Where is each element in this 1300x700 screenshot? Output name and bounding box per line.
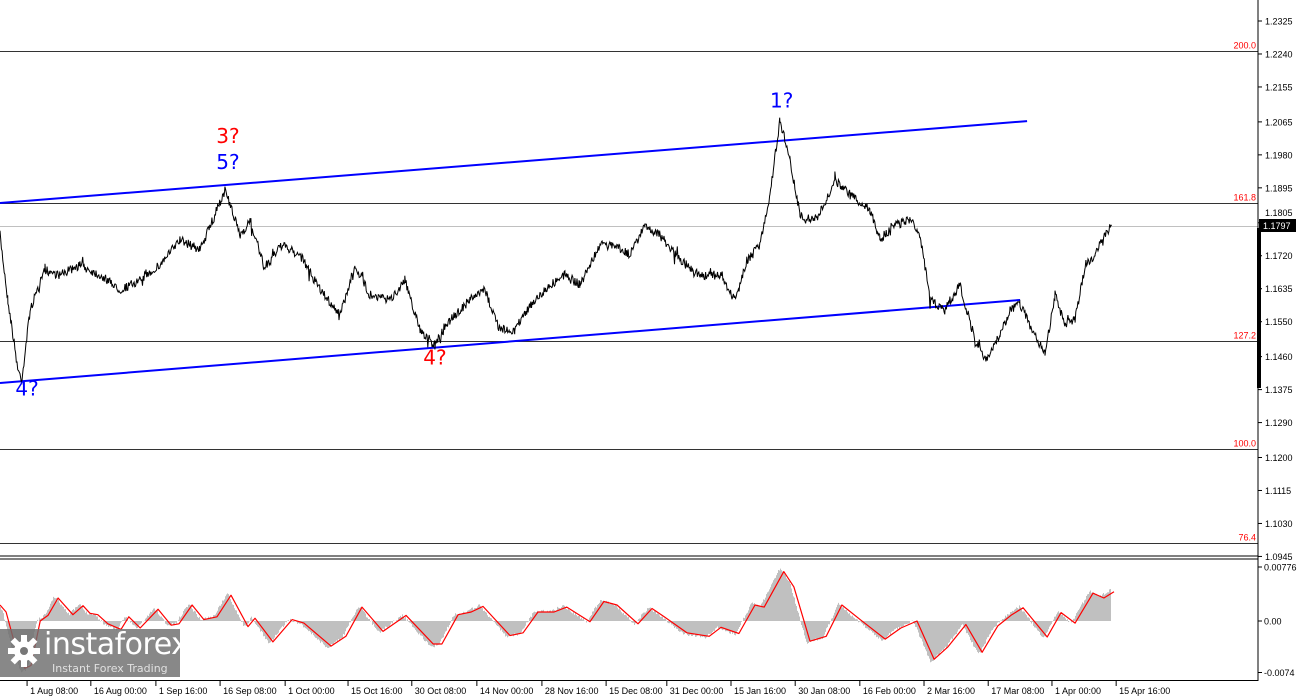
x-tick-label: 30 Oct 08:00 [415,686,467,696]
watermark-brand: instaforex [44,629,180,662]
y-tick-label: 1.1980 [1265,150,1293,160]
osc-tick-label: 0.00 [1264,617,1282,627]
y-tick-label: 1.2155 [1265,82,1293,92]
wave-label: 3? [216,124,239,148]
x-tick-label: 15 Dec 08:00 [609,686,663,696]
price-series [0,117,1112,385]
fib-level-label: 161.8 [1233,193,1256,203]
watermark-tagline: Instant Forex Trading [52,662,168,675]
y-tick-label: 1.1460 [1265,352,1293,362]
osc-tick-label: 0.00776 [1264,562,1297,572]
x-tick-label: 15 Oct 16:00 [351,686,403,696]
fib-level-label: 200.0 [1233,41,1256,51]
y-tick-label: 1.1635 [1265,284,1293,294]
y-tick-label: 1.1290 [1265,418,1293,428]
x-tick-label: 16 Sep 08:00 [223,686,277,696]
wave-label: 4? [15,376,38,400]
x-tick-label: 14 Nov 00:00 [480,686,534,696]
axis-ticks: 1.2325 1.2240 1.2155 1.2065 1.1980 1.1895 1.18… [26,17,1297,696]
x-tick-label: 28 Nov 16:00 [545,686,599,696]
fib-levels: 200.0 161.8 127.2 100.0 76.4 [0,41,1258,544]
gear-logo-icon [8,635,40,667]
axes [0,0,1261,681]
x-tick-label: 1 Apr 00:00 [1055,686,1101,696]
channel-lines [0,120,1028,385]
x-tick-label: 30 Jan 08:00 [798,686,850,696]
instaforex-watermark: instaforex Instant Forex Trading [0,629,180,677]
y-tick-label: 1.1115 [1265,486,1291,496]
x-tick-label: 2 Mar 16:00 [927,686,975,696]
y-tick-label: 1.2325 [1265,17,1293,27]
x-tick-label: 1 Aug 08:00 [30,686,78,696]
x-tick-label: 15 Jan 16:00 [734,686,786,696]
y-tick-label: 1.0945 [1265,552,1293,562]
y-tick-label: 1.2065 [1265,117,1293,127]
wave-label: 4? [423,345,446,369]
wave-labels: 4? 4? 5?3? 1? [15,89,793,401]
x-tick-label: 17 Mar 08:00 [991,686,1044,696]
x-tick-label: 15 Apr 16:00 [1119,686,1170,696]
x-tick-label: 1 Sep 16:00 [159,686,208,696]
x-tick-label: 16 Aug 00:00 [94,686,147,696]
price-line [0,117,1112,385]
osc-tick-label: -0.0074 [1264,668,1295,678]
lower-channel-line [0,298,1021,385]
x-tick-label: 1 Oct 00:00 [288,686,335,696]
y-tick-label: 1.1550 [1265,317,1293,327]
fib-level-label: 100.0 [1233,439,1256,449]
y-tick-label: 1.2240 [1265,49,1293,59]
signal-line [0,571,1115,669]
y-tick-label: 1.1805 [1265,208,1293,218]
y-tick-label: 1.1895 [1265,183,1293,193]
current-price-label: 1.1797 [1263,221,1291,231]
y-tick-label: 1.1200 [1265,453,1293,463]
current-price-marker: 1.1797 [1259,219,1296,232]
price-range-bar [1257,228,1261,388]
upper-channel-line [0,120,1028,204]
x-tick-label: 16 Feb 00:00 [863,686,916,696]
fib-level-label: 76.4 [1238,533,1256,543]
x-tick-label: 31 Dec 00:00 [670,686,724,696]
y-tick-label: 1.1030 [1265,519,1293,529]
y-tick-label: 1.1375 [1265,385,1293,395]
y-tick-label: 1.1720 [1265,251,1293,261]
wave-label: 1? [770,89,793,113]
wave-label: 5? [216,150,239,174]
fib-level-label: 127.2 [1233,331,1256,341]
